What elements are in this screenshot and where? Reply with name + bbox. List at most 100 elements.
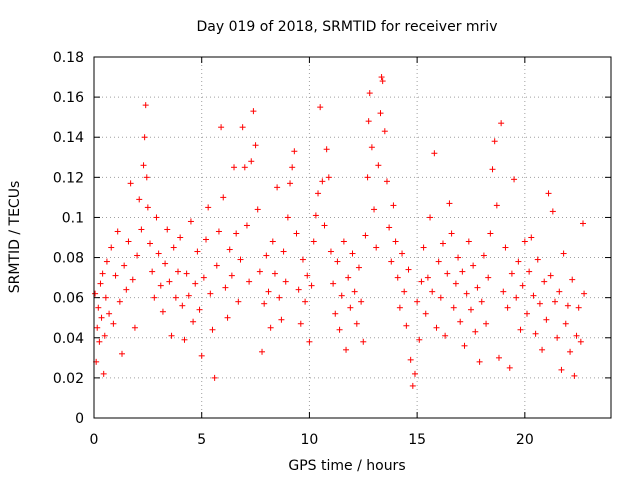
data-point: [162, 260, 169, 267]
data-point: [409, 382, 416, 389]
data-point: [364, 174, 371, 181]
chart-title: Day 019 of 2018, SRMTID for receiver mri…: [197, 19, 498, 35]
data-point: [187, 218, 194, 225]
data-point: [293, 230, 300, 237]
data-point: [351, 288, 358, 295]
data-point: [340, 238, 347, 245]
data-point: [358, 298, 365, 305]
data-point: [459, 268, 466, 275]
data-point: [403, 322, 410, 329]
data-point: [166, 278, 173, 285]
x-axis-label: GPS time / hours: [288, 458, 405, 474]
data-point: [213, 262, 220, 269]
data-point: [121, 262, 128, 269]
y-tick-label: 0.08: [53, 251, 84, 267]
data-point: [401, 288, 408, 295]
data-point: [366, 90, 373, 97]
data-point: [327, 248, 334, 255]
data-point: [508, 270, 515, 277]
data-point: [474, 284, 481, 291]
data-point: [211, 374, 218, 381]
data-point: [192, 280, 199, 287]
data-point: [541, 278, 548, 285]
data-point: [418, 278, 425, 285]
data-point: [149, 268, 156, 275]
data-point: [379, 78, 386, 85]
data-point: [498, 120, 505, 127]
data-point: [539, 346, 546, 353]
data-point: [444, 270, 451, 277]
data-point: [222, 284, 229, 291]
data-point: [362, 232, 369, 239]
data-point: [256, 268, 263, 275]
data-point: [330, 280, 337, 287]
data-point: [271, 270, 278, 277]
data-point: [556, 288, 563, 295]
y-tick-label: 0.12: [53, 170, 84, 186]
data-point: [261, 300, 268, 307]
data-point: [375, 162, 382, 169]
data-point: [429, 288, 436, 295]
data-point: [431, 150, 438, 157]
data-point: [386, 224, 393, 231]
data-point: [200, 274, 207, 281]
data-point: [310, 238, 317, 245]
y-tick-label: 0.02: [53, 371, 84, 387]
data-point: [517, 326, 524, 333]
data-point: [446, 200, 453, 207]
data-point: [511, 176, 518, 183]
data-point: [183, 270, 190, 277]
data-point: [295, 286, 302, 293]
data-point: [323, 146, 330, 153]
data-point: [338, 292, 345, 299]
data-point: [472, 328, 479, 335]
y-tick-label: 0.14: [53, 130, 84, 146]
data-point: [196, 306, 203, 313]
data-point: [233, 230, 240, 237]
data-point: [476, 358, 483, 365]
data-point: [420, 244, 427, 251]
data-point: [435, 258, 442, 265]
data-point: [571, 372, 578, 379]
data-point: [424, 274, 431, 281]
data-point: [231, 164, 238, 171]
data-point: [347, 304, 354, 311]
data-point: [159, 308, 166, 315]
data-point: [545, 190, 552, 197]
data-point: [450, 304, 457, 311]
data-point: [287, 180, 294, 187]
data-point: [248, 158, 255, 165]
data-point: [119, 350, 126, 357]
data-point: [437, 294, 444, 301]
data-point: [562, 320, 569, 327]
data-point: [102, 294, 109, 301]
data-point: [467, 306, 474, 313]
data-point: [175, 268, 182, 275]
data-point: [485, 274, 492, 281]
data-point: [549, 208, 556, 215]
data-point: [495, 354, 502, 361]
data-point: [373, 244, 380, 251]
data-point: [483, 320, 490, 327]
data-point: [131, 324, 138, 331]
data-point: [319, 178, 326, 185]
data-point: [181, 336, 188, 343]
data-point: [194, 248, 201, 255]
data-point: [157, 282, 164, 289]
data-point: [448, 230, 455, 237]
data-point: [153, 214, 160, 221]
data-point: [263, 252, 270, 259]
data-point: [185, 292, 192, 299]
data-point: [291, 148, 298, 155]
data-point: [528, 234, 535, 241]
data-point: [558, 366, 565, 373]
x-tick-label: 15: [408, 432, 426, 448]
data-point: [523, 310, 530, 317]
data-point: [276, 294, 283, 301]
data-point: [360, 338, 367, 345]
data-point: [218, 124, 225, 131]
data-point: [365, 118, 372, 125]
data-point: [207, 290, 214, 297]
data-point: [147, 240, 154, 247]
data-point: [125, 238, 132, 245]
